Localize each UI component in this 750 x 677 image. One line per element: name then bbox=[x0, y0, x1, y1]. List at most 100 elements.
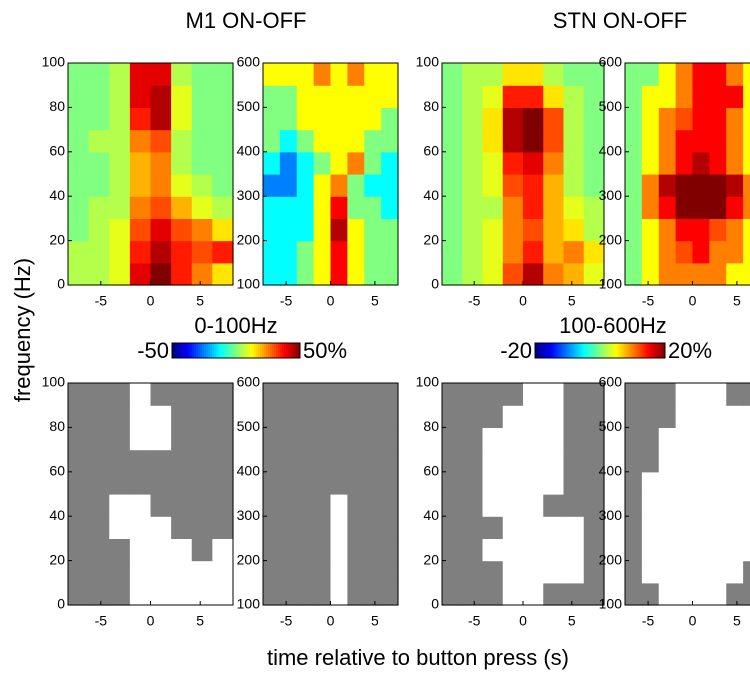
heatmap-cell bbox=[442, 240, 463, 264]
colorbar-swatch bbox=[561, 343, 564, 358]
mask-cell bbox=[330, 405, 348, 428]
heatmap-cell bbox=[263, 63, 281, 86]
heatmap-cell bbox=[313, 262, 332, 286]
heatmap-cell bbox=[726, 129, 744, 153]
heatmap-cell bbox=[743, 196, 750, 219]
mask-cell bbox=[212, 405, 234, 428]
mask-cell bbox=[109, 494, 131, 517]
colorbar-swatch bbox=[224, 343, 227, 358]
heatmap-cell bbox=[583, 218, 605, 242]
mask-cell bbox=[543, 405, 565, 428]
heatmap-cell bbox=[279, 174, 298, 197]
mask-cell bbox=[726, 582, 744, 606]
colorbar-swatch bbox=[196, 343, 199, 358]
mask-cell bbox=[543, 383, 565, 406]
heatmap-cell bbox=[88, 129, 110, 153]
mask-cell bbox=[171, 471, 193, 495]
mask-cell bbox=[743, 449, 750, 473]
x-tick-label: 5 bbox=[733, 613, 741, 629]
colorbar-swatch bbox=[602, 343, 605, 358]
colorbar-swatch bbox=[632, 343, 636, 358]
heatmap-cell bbox=[658, 240, 677, 264]
mask-cell bbox=[313, 471, 332, 495]
colorbar-swatch bbox=[662, 343, 666, 358]
colorbar-swatch bbox=[652, 343, 656, 358]
mask-cell bbox=[109, 405, 131, 428]
heatmap-cell bbox=[347, 107, 365, 131]
mask-cell bbox=[330, 449, 348, 473]
mask-cell bbox=[583, 471, 605, 495]
mask-cell bbox=[109, 427, 131, 451]
mask-cell bbox=[692, 383, 710, 406]
colorbar-swatch bbox=[288, 343, 291, 358]
heatmap-cell bbox=[726, 107, 744, 131]
mask-cell bbox=[482, 449, 504, 473]
heatmap-cell bbox=[743, 174, 750, 197]
heatmap-cell bbox=[641, 240, 660, 264]
heatmap-cell bbox=[709, 262, 727, 286]
x-tick-label: 0 bbox=[689, 293, 697, 309]
x-tick-label: 0 bbox=[327, 613, 335, 629]
mask-cell bbox=[658, 383, 677, 406]
heatmap-cell bbox=[726, 240, 744, 264]
mask-cell bbox=[743, 538, 750, 562]
heatmap-cell bbox=[709, 151, 727, 175]
mask-cell bbox=[296, 560, 315, 584]
heatmap-cell bbox=[364, 218, 382, 242]
heatmap-cell bbox=[583, 63, 605, 86]
heatmap-cell bbox=[150, 63, 172, 86]
mask-cell bbox=[462, 560, 484, 584]
heatmap-cell bbox=[641, 85, 660, 108]
colorbar-swatch bbox=[268, 343, 271, 358]
mask-cell bbox=[462, 471, 484, 495]
heatmap-cell bbox=[129, 129, 152, 153]
mask-cell bbox=[88, 427, 110, 451]
mask-cell bbox=[675, 560, 694, 584]
mask-cell bbox=[109, 538, 131, 562]
colorbar-swatch bbox=[180, 343, 183, 358]
mask-cell bbox=[442, 405, 463, 428]
heatmap-cell bbox=[191, 85, 213, 108]
colorbar-swatch bbox=[563, 343, 566, 358]
mask-cell bbox=[502, 427, 524, 451]
heatmap-cell bbox=[743, 240, 750, 264]
colorbar-swatch bbox=[622, 343, 625, 358]
y-tick-label: 500 bbox=[237, 98, 261, 114]
heatmap-cell bbox=[543, 85, 565, 108]
colorbar-swatch bbox=[553, 343, 556, 358]
heatmap-cell bbox=[675, 262, 694, 286]
colorbar-swatch bbox=[226, 343, 229, 358]
mask-cell bbox=[442, 449, 463, 473]
heatmap-cell bbox=[171, 196, 193, 219]
heatmap-cell bbox=[543, 240, 565, 264]
colorbar-swatch bbox=[567, 343, 571, 358]
mask-cell bbox=[296, 405, 315, 428]
mask-cell bbox=[675, 383, 694, 406]
mask-cell bbox=[462, 405, 484, 428]
colorbar-swatch bbox=[228, 343, 231, 358]
mask-cell bbox=[692, 471, 710, 495]
heatmap-cell bbox=[129, 262, 152, 286]
mask-cell bbox=[171, 560, 193, 584]
mask-cell bbox=[263, 449, 281, 473]
mask-cell bbox=[583, 516, 605, 539]
mask-cell bbox=[583, 582, 605, 606]
y-tick-label: 300 bbox=[599, 507, 623, 523]
colorbar-swatch bbox=[654, 343, 658, 358]
heatmap-cell bbox=[502, 63, 524, 86]
mask-cell bbox=[692, 449, 710, 473]
heatmap-cell bbox=[462, 196, 484, 219]
heatmap-cell bbox=[709, 240, 727, 264]
colorbar-frame bbox=[534, 342, 666, 359]
heatmap-cell bbox=[482, 151, 504, 175]
heatmap-cell bbox=[129, 240, 152, 264]
heatmap-cell bbox=[88, 196, 110, 219]
mask-cell bbox=[381, 582, 399, 606]
heatmap-cell bbox=[171, 107, 193, 131]
heatmap-cell bbox=[523, 107, 544, 131]
mask-cell bbox=[68, 405, 90, 428]
mask-cell bbox=[502, 471, 524, 495]
y-tick-label: 300 bbox=[599, 187, 623, 203]
heatmap-cell bbox=[482, 218, 504, 242]
